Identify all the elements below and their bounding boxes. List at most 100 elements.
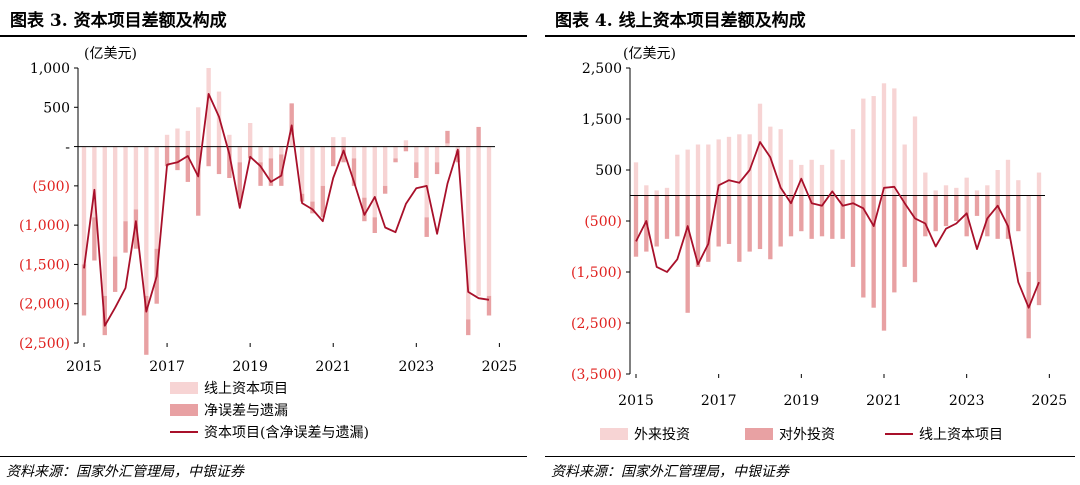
bar-series-1 — [362, 146, 367, 198]
bar-series-2 — [747, 195, 752, 252]
bar-series-1 — [289, 134, 294, 147]
bar-series-1 — [455, 146, 461, 151]
bar-series-1 — [486, 146, 492, 296]
bar-series-2 — [788, 195, 794, 237]
legend-label: 外来投资 — [634, 427, 690, 443]
bar-series-1 — [133, 146, 139, 210]
bar-series-1 — [871, 96, 876, 196]
x-tick-label: 2015 — [66, 359, 102, 375]
y-tick-label: - — [65, 140, 70, 156]
bar-series-2 — [654, 195, 659, 247]
bar-series-2 — [341, 146, 346, 163]
bar-series-2 — [768, 195, 773, 260]
bar-series-2 — [279, 154, 284, 186]
bar-series-2 — [799, 195, 804, 232]
legend-label: 线上资本项目 — [919, 427, 1003, 443]
bar-series-1 — [747, 134, 752, 196]
unit-label: (亿美元) — [84, 46, 137, 62]
bar-series-1 — [778, 129, 783, 196]
x-tick-label: 2023 — [398, 359, 434, 375]
bar-series-2 — [716, 195, 721, 247]
bar-series-2 — [175, 146, 180, 171]
bar-series-1 — [237, 146, 242, 163]
bar-series-1 — [830, 149, 835, 196]
bar-series-2 — [840, 195, 845, 239]
y-tick-label: (2,500) — [19, 336, 70, 352]
unit-label: (亿美元) — [623, 46, 676, 62]
bar-series-1 — [644, 185, 649, 196]
bar-series-1 — [424, 146, 429, 218]
y-tick-label: (1,500) — [19, 257, 70, 273]
bar-series-2 — [871, 195, 876, 308]
x-tick-label: 2023 — [949, 393, 985, 409]
bar-series-2 — [933, 195, 938, 232]
bar-series-2 — [985, 195, 990, 237]
bar-series-1 — [685, 149, 690, 196]
y-tick-label: (3,500) — [571, 367, 622, 383]
bar-series-2 — [778, 195, 783, 247]
bar-series-1 — [964, 177, 969, 196]
bar-series-2 — [320, 185, 326, 218]
bar-series-1 — [788, 159, 794, 196]
y-tick-label: (2,500) — [571, 316, 622, 332]
bar-series-1 — [974, 190, 980, 196]
bar-series-2 — [685, 195, 690, 313]
bar-series-1 — [954, 187, 959, 196]
bar-series-2 — [912, 195, 918, 283]
bar-series-1 — [434, 146, 440, 163]
bar-series-1 — [299, 146, 305, 194]
bar-series-2 — [92, 217, 97, 261]
legend-label: 对外投资 — [779, 427, 835, 443]
bar-series-2 — [902, 195, 907, 267]
bar-series-2 — [486, 295, 492, 316]
x-tick-label: 2017 — [701, 393, 737, 409]
bar-series-1 — [81, 146, 87, 265]
bar-series-2 — [112, 256, 118, 292]
line-series — [635, 141, 1040, 309]
bar-series-2 — [974, 195, 980, 216]
bar-series-2 — [268, 158, 274, 186]
bar-series-2 — [892, 195, 897, 293]
x-tick-label: 2015 — [618, 393, 654, 409]
bar-series-2 — [351, 158, 357, 186]
bar-series-2 — [403, 146, 409, 152]
source-note: 资料来源：国家外汇管理局，中银证券 — [6, 464, 244, 480]
bar-series-2 — [372, 217, 377, 233]
bar-series-2 — [476, 126, 481, 147]
legend-swatch — [170, 382, 198, 394]
legend-swatch — [170, 404, 198, 416]
bar-series-2 — [881, 195, 887, 331]
bar-series-1 — [102, 146, 107, 296]
chart-capital-account: (亿美元) 1,000 500 - (500) (1,000) (1,500) (2,000)… — [19, 46, 517, 441]
bar-series-1 — [861, 98, 866, 196]
bar-series-1 — [466, 146, 471, 320]
legend-swatch — [745, 428, 773, 440]
bar-series-1 — [902, 144, 907, 196]
bar-series-2 — [664, 195, 670, 239]
bar-series-1 — [154, 146, 159, 249]
x-tick-label: 2021 — [866, 393, 902, 409]
bar-series-1 — [768, 126, 773, 196]
bar-series-2 — [393, 158, 398, 163]
bar-series-1 — [633, 162, 639, 196]
bar-series-2 — [206, 146, 211, 167]
bar-series-1 — [310, 146, 315, 202]
bar-series-1 — [1005, 159, 1011, 196]
bar-series-2 — [258, 162, 263, 186]
bar-series-1 — [206, 68, 211, 147]
bar-series-2 — [247, 146, 253, 159]
bar-series-1 — [175, 128, 180, 147]
bar-series-1 — [737, 134, 742, 196]
bar-series-2 — [809, 195, 814, 239]
y-tick-label: 500 — [595, 163, 622, 179]
bar-series-1 — [92, 146, 97, 218]
bar-series-2 — [227, 146, 232, 178]
bar-series-2 — [445, 130, 450, 144]
y-tick-label: (1,000) — [19, 218, 70, 234]
bar-series-2 — [1016, 195, 1021, 232]
bar-series-1 — [123, 146, 128, 222]
bar-series-1 — [279, 146, 284, 155]
legend-label: 资本项目(含净误差与遗漏) — [204, 425, 369, 441]
bar-series-2 — [1005, 195, 1011, 239]
source-note: 资料来源：国家外汇管理局，中银证券 — [551, 464, 789, 480]
